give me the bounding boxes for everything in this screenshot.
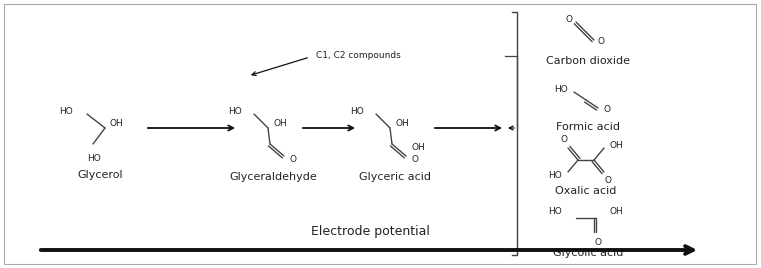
Text: O: O <box>561 135 568 144</box>
Text: HO: HO <box>228 107 242 117</box>
Text: O: O <box>604 176 612 185</box>
Text: OH: OH <box>395 118 409 128</box>
Text: OH: OH <box>273 118 287 128</box>
Text: HO: HO <box>59 107 73 117</box>
Text: OH: OH <box>610 142 624 151</box>
Text: O: O <box>565 16 572 24</box>
Text: O: O <box>603 106 610 114</box>
Text: Glycerol: Glycerol <box>77 170 123 180</box>
Text: O: O <box>598 38 605 47</box>
Text: Electrode potential: Electrode potential <box>310 225 429 238</box>
Text: Oxalic acid: Oxalic acid <box>556 186 616 196</box>
Text: O: O <box>594 238 601 247</box>
Text: Glyceric acid: Glyceric acid <box>359 172 431 182</box>
Text: O: O <box>289 154 296 163</box>
Text: OH: OH <box>610 207 624 217</box>
Text: O: O <box>411 154 418 163</box>
Text: HO: HO <box>350 107 364 117</box>
Text: Glyceraldehyde: Glyceraldehyde <box>229 172 317 182</box>
Text: OH: OH <box>411 143 425 152</box>
Text: C1, C2 compounds: C1, C2 compounds <box>316 51 401 61</box>
Text: OH: OH <box>109 120 123 128</box>
Text: HO: HO <box>87 154 101 163</box>
Text: HO: HO <box>548 207 562 217</box>
Text: HO: HO <box>548 172 562 181</box>
Text: Glycolic acid: Glycolic acid <box>552 248 623 258</box>
Text: HO: HO <box>554 85 568 95</box>
Text: Carbon dioxide: Carbon dioxide <box>546 56 630 66</box>
Text: Formic acid: Formic acid <box>556 122 620 132</box>
